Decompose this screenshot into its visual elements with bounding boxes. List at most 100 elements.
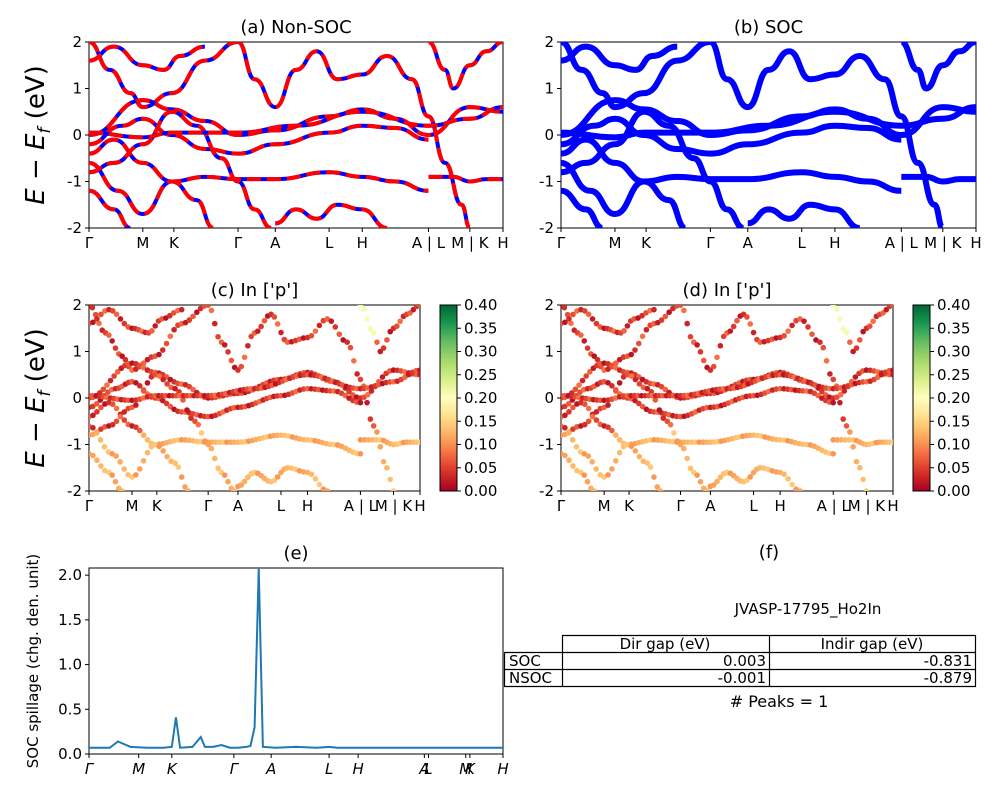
projection-point [357,376,364,383]
y-tick-label: 2 [544,296,554,314]
projection-point [890,371,893,378]
projection-point [215,465,221,472]
projection-point [93,430,100,436]
band-line-blue [237,42,472,228]
projection-point [104,382,110,388]
ylabel-top-main: E − E [21,133,51,205]
band-line-red [428,174,503,184]
y-tick-label: 0.0 [58,745,82,763]
projection-point [652,397,659,403]
projection-point [112,478,119,485]
projection-point [585,405,592,412]
projection-point [734,317,740,324]
projection-point [562,319,568,326]
x-tick-label: L [277,497,286,515]
projection-point [840,326,846,332]
band-line-blue [89,109,272,228]
projection-point [308,471,315,477]
projection-point [838,437,845,443]
projection-point [271,314,278,320]
projection-point [185,488,192,491]
projection-point [370,330,377,336]
projection-point [632,448,639,454]
projection-point [417,367,420,373]
x-tick-label: H [497,234,508,252]
projection-point [817,339,823,346]
projection-point [194,309,200,316]
x-tick-label: K [641,234,652,252]
x-tick-label: H [497,760,508,778]
projection-point [860,476,866,483]
band-line-soc [708,42,945,228]
projection-point [837,391,844,398]
projection-point [830,399,837,406]
y-tick-label: 1 [72,80,82,98]
x-tick-label: Γ [706,234,715,252]
ylabel-middle-sub: f [35,388,55,397]
projection-point [866,323,873,330]
projection-point [561,305,568,311]
y-tick-label: -1 [67,436,82,454]
projection-point [658,317,665,323]
projection-point [635,340,642,347]
panel-e-spillage: 0.00.51.01.52.0Γ M K Γ A L H AL MK H(e)SOC spilla… [24,543,509,778]
y-tick-label: 0 [544,126,554,144]
projection-point [109,472,115,478]
projection-point [121,409,128,415]
projection-point [205,305,211,308]
y-tick-label: -1 [539,436,554,454]
y-tick-label: 2 [544,33,554,51]
projection-point [890,305,893,308]
projection-point [632,376,639,383]
projection-point [677,305,684,308]
projection-point [365,437,372,443]
projection-point [593,417,600,423]
projection-point [747,321,754,327]
projection-point [840,416,846,422]
projection-point [96,320,102,327]
y-tick-label: 2 [72,33,82,51]
x-tick-label: H [774,497,785,515]
projection-point [380,345,387,351]
projection-point [113,453,119,459]
projection-point [785,476,791,482]
projection-point [562,424,568,431]
projection-point [211,320,218,327]
projection-point [714,478,720,485]
projection-point [624,323,631,329]
band-lines [89,42,503,228]
projection-point [809,331,815,337]
projection-point [106,332,112,338]
projection-point [616,437,623,443]
colorbar-tick-label: 0.40 [464,296,497,314]
projection-point [710,482,717,488]
y-axis-label: SOC spillage (chg. den. unit) [24,554,42,769]
projection-point [570,463,576,469]
projection-point [744,477,750,484]
projection-point [565,430,572,436]
projection-point [231,488,238,491]
projection-point [367,416,374,422]
colorbar-tick-label: 0.25 [937,366,970,384]
x-tick-label: L [325,234,334,252]
projection-point [819,388,825,395]
projection-point [101,444,108,450]
band-line-red [89,44,206,72]
panel-a-non-soc: -2 -1 0 1 2 Γ M K Γ A L H A | L M | K H (a) Non-SOC [67,17,509,252]
x-tick-label: A | L [885,234,919,252]
projection-point [357,399,364,406]
projection-point [605,380,611,386]
projection-point [585,311,592,318]
x-tick-label: Γ [204,497,213,515]
projection-point [156,351,162,358]
colorbar-tick-label: 0.35 [464,319,497,337]
projection-point [109,338,115,344]
x-tick-label: M | K [451,234,490,252]
projection-point [94,408,100,415]
projection-point [853,345,860,351]
panel-title: (e) [283,543,308,564]
projection-point [136,382,143,389]
projection-point [112,345,119,351]
table-header-indir-gap: Indir gap (eV) [821,635,924,653]
colorbar-tick-label: 0.25 [464,366,497,384]
